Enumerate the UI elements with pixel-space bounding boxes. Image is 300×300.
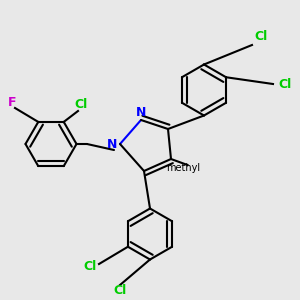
Text: Cl: Cl: [113, 284, 127, 298]
Text: methyl: methyl: [166, 163, 200, 173]
Text: F: F: [8, 95, 16, 109]
Text: Cl: Cl: [74, 98, 88, 112]
Text: Cl: Cl: [254, 29, 268, 43]
Text: N: N: [107, 137, 118, 151]
Text: Cl: Cl: [83, 260, 97, 274]
Text: Cl: Cl: [278, 77, 292, 91]
Text: N: N: [136, 106, 146, 119]
